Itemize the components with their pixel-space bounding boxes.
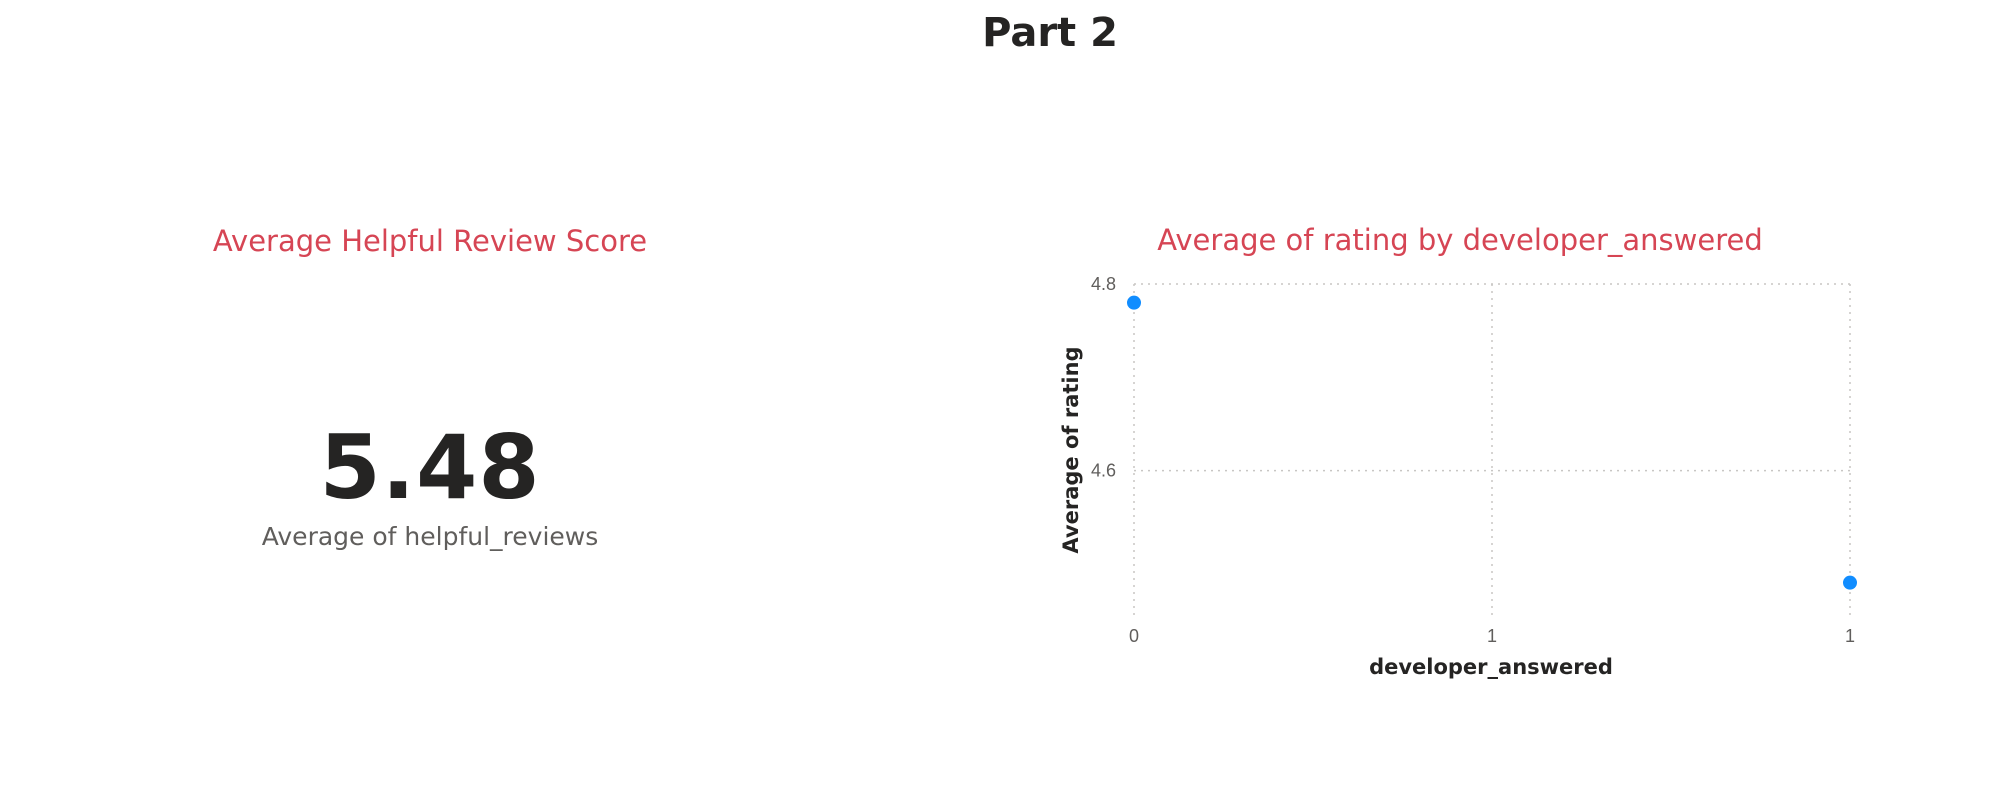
x-tick-label: 0 [1129, 626, 1139, 646]
y-axis-title: Average of rating [1059, 346, 1083, 553]
chart-title: Average of rating by developer_answered [1157, 223, 1763, 257]
x-tick-label: 1 [1487, 626, 1497, 646]
page-title: Part 2 [982, 10, 1118, 56]
card-label: Average of helpful_reviews [261, 522, 599, 551]
scatter-point[interactable] [1127, 295, 1141, 310]
y-tick-label: 4.8 [1091, 274, 1116, 294]
gridlines [1133, 283, 1851, 620]
y-tick-label: 4.6 [1091, 461, 1116, 481]
card-title: Average Helpful Review Score [212, 224, 648, 258]
tick-labels: 4.8 4.6 0 1 1 [1091, 274, 1855, 646]
x-tick-label: 1 [1845, 626, 1855, 646]
x-axis-title: developer_answered [1369, 655, 1613, 679]
card-value: 5.48 [319, 416, 541, 519]
data-points [1127, 295, 1857, 590]
scatter-point[interactable] [1843, 575, 1857, 590]
